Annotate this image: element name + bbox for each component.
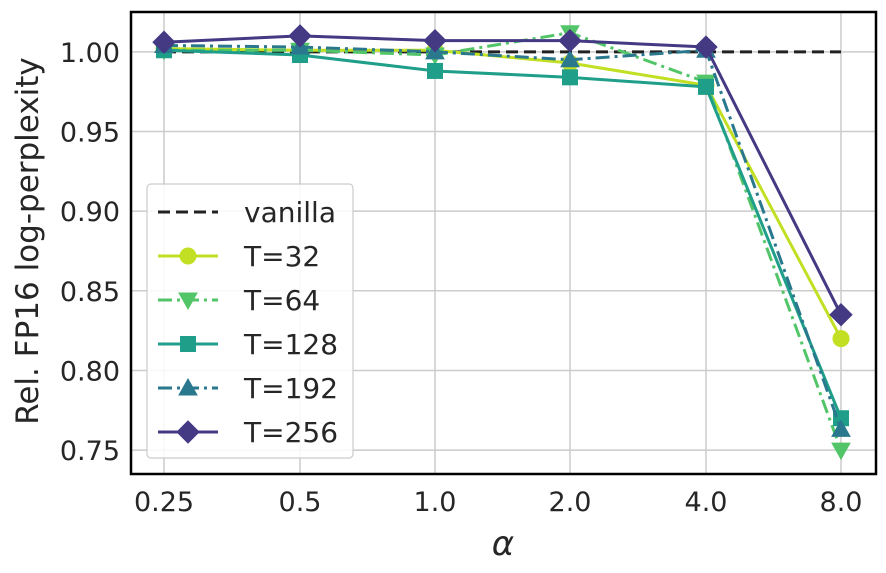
series-line (163, 48, 843, 419)
legend-marker (180, 336, 196, 352)
y-axis-label: Rel. FP16 log-perplexity (10, 57, 46, 425)
plot-frame (129, 10, 878, 476)
x-tick-label: 8.0 (820, 487, 863, 518)
legend: vanilla T=32 T=64 T=128 T=192 T=256 (146, 183, 354, 459)
legend-marker (176, 420, 200, 444)
y-tick-label: 0.75 (60, 436, 120, 467)
data-point (694, 35, 718, 59)
x-tick-label: 0.5 (279, 487, 322, 518)
legend-item: T=128 (158, 328, 338, 361)
data-point (558, 28, 582, 53)
data-point (832, 330, 850, 348)
legend-item: T=192 (158, 372, 338, 405)
legend-label: T=32 (243, 240, 320, 273)
series-line (164, 31, 843, 451)
legend-marker (178, 377, 198, 396)
data-point (698, 78, 714, 95)
legend-marker (179, 247, 197, 265)
data-point (831, 419, 851, 437)
x-axis-ticks: 0.25 0.5 1.0 2.0 4.0 8.0 (134, 487, 863, 518)
data-point (288, 24, 312, 48)
y-tick-label: 0.80 (60, 356, 120, 387)
legend-label: T=128 (243, 328, 338, 361)
x-tick-label: 4.0 (685, 487, 728, 518)
data-point (152, 30, 176, 54)
data-point (562, 69, 578, 86)
data-point (831, 442, 851, 461)
y-tick-label: 0.95 (60, 117, 120, 148)
series-layer (152, 24, 853, 461)
y-tick-label: 1.00 (60, 38, 120, 69)
legend-item: vanilla (158, 196, 336, 229)
x-axis-label: α (492, 524, 514, 564)
legend-item: T=256 (158, 416, 338, 449)
x-tick-label: 0.25 (134, 487, 194, 518)
y-tick-label: 0.85 (60, 277, 120, 308)
data-point (560, 49, 580, 68)
legend-label: vanilla (244, 196, 336, 229)
x-tick-label: 1.0 (414, 487, 457, 518)
y-axis-ticks: 0.75 0.80 0.85 0.90 0.95 1.00 (60, 38, 120, 467)
data-point (423, 28, 447, 53)
legend-item: T=32 (158, 240, 320, 273)
series-line (163, 34, 843, 316)
y-tick-label: 0.90 (60, 197, 120, 228)
legend-label: T=64 (243, 284, 320, 317)
legend-label: T=256 (243, 416, 338, 449)
x-tick-label: 2.0 (549, 487, 592, 518)
data-point (427, 62, 443, 79)
series-t-256 (152, 24, 853, 327)
legend-item: T=64 (158, 284, 320, 317)
data-point (829, 302, 853, 327)
legend-label: T=192 (243, 372, 338, 405)
legend-marker (178, 292, 198, 311)
series-line (163, 43, 843, 430)
